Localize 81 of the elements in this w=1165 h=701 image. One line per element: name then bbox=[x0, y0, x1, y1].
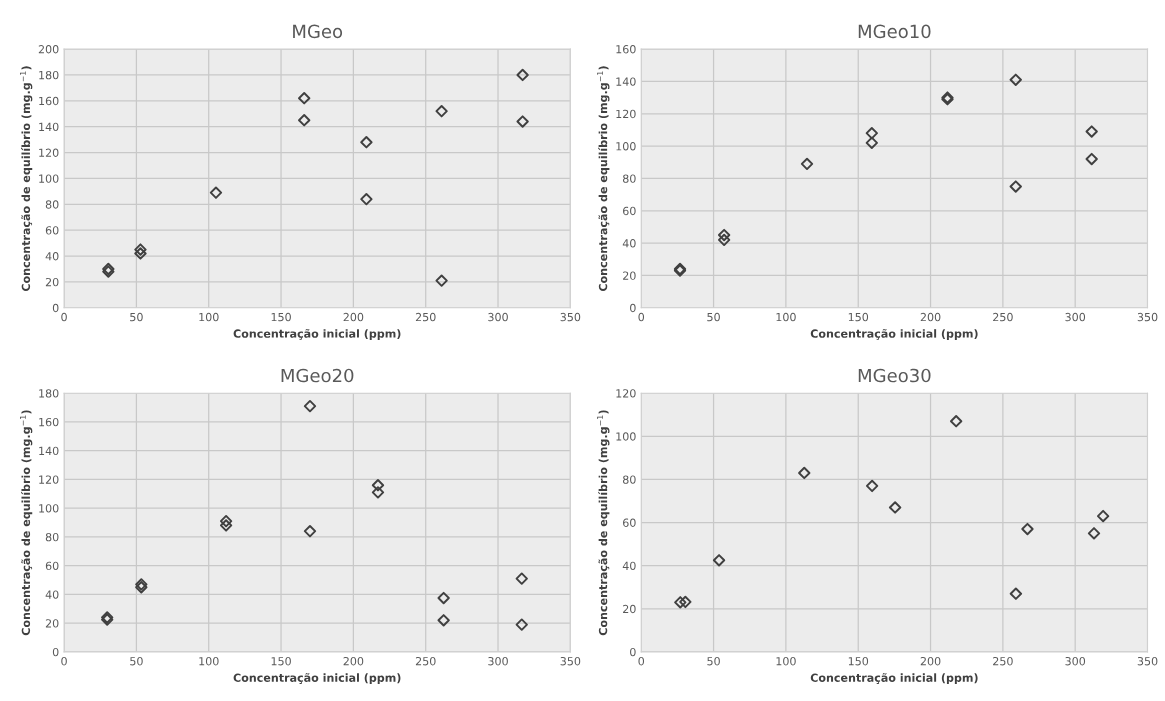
chart-title: MGeo20 bbox=[281, 368, 354, 383]
x-tick-label: 300 bbox=[1065, 656, 1086, 666]
x-tick-label: 300 bbox=[488, 312, 508, 322]
y-tick-label: 0 bbox=[630, 647, 636, 657]
x-tick-label: 150 bbox=[271, 312, 291, 322]
x-tick-label: 300 bbox=[1065, 312, 1086, 322]
x-tick-label: 100 bbox=[199, 312, 219, 322]
x-tick-label: 350 bbox=[1137, 656, 1158, 666]
x-tick-label: 200 bbox=[920, 656, 941, 666]
y-axis-title: Concentração de equilíbrio (mg.g$^{−1}$) bbox=[20, 410, 33, 636]
x-axis-title: Concentração inicial (ppm) bbox=[810, 328, 978, 340]
x-tick-label: 150 bbox=[848, 656, 869, 666]
y-tick-label: 80 bbox=[622, 174, 636, 183]
x-tick-label: 100 bbox=[776, 312, 796, 322]
chart-title: MGeo bbox=[293, 24, 343, 39]
y-tick-label: 20 bbox=[623, 271, 636, 280]
x-tick-label: 50 bbox=[707, 656, 720, 666]
y-tick-label: 40 bbox=[45, 252, 59, 261]
x-tick-label: 50 bbox=[130, 656, 143, 666]
y-axis-title: Concentração de equilíbrio (mg.g$^{−1}$) bbox=[597, 66, 610, 292]
y-tick-label: 120 bbox=[39, 148, 59, 157]
x-axis-title: Concentração inicial (ppm) bbox=[233, 673, 401, 685]
y-tick-label: 120 bbox=[616, 109, 636, 119]
chart-title: MGeo10 bbox=[858, 24, 931, 39]
y-tick-label: 160 bbox=[616, 45, 636, 54]
x-tick-label: 150 bbox=[271, 656, 291, 666]
y-tick-label: 40 bbox=[622, 561, 636, 571]
y-axis-title: Concentração de equilíbrio (mg.g$^{−1}$) bbox=[20, 66, 33, 292]
y-tick-label: 160 bbox=[39, 96, 59, 106]
x-tick-label: 250 bbox=[993, 656, 1013, 666]
x-tick-label: 200 bbox=[920, 312, 941, 322]
y-tick-label: 80 bbox=[622, 475, 636, 484]
x-tick-label: 350 bbox=[1137, 312, 1158, 322]
x-tick-label: 200 bbox=[343, 312, 364, 322]
y-tick-label: 60 bbox=[623, 206, 636, 216]
x-tick-label: 200 bbox=[343, 656, 364, 666]
y-tick-label: 80 bbox=[45, 200, 59, 209]
x-tick-label: 50 bbox=[707, 312, 720, 322]
y-tick-label: 60 bbox=[45, 561, 59, 571]
x-tick-label: 100 bbox=[776, 656, 796, 666]
y-tick-label: 20 bbox=[45, 277, 59, 287]
y-tick-label: 60 bbox=[45, 226, 59, 235]
y-tick-label: 0 bbox=[52, 303, 59, 313]
x-tick-label: 250 bbox=[415, 312, 436, 322]
y-axis-title: Concentração de equilíbrio (mg.g$^{−1}$) bbox=[597, 410, 610, 636]
y-tick-label: 40 bbox=[45, 590, 59, 599]
y-tick-label: 180 bbox=[39, 70, 59, 80]
y-tick-label: 40 bbox=[622, 239, 636, 248]
y-tick-label: 100 bbox=[39, 504, 59, 513]
x-tick-label: 0 bbox=[638, 312, 645, 322]
y-tick-label: 120 bbox=[616, 389, 636, 398]
y-tick-label: 100 bbox=[39, 174, 59, 183]
x-tick-label: 350 bbox=[560, 312, 581, 322]
x-tick-label: 350 bbox=[560, 656, 581, 666]
x-tick-label: 0 bbox=[61, 312, 67, 322]
y-tick-label: 80 bbox=[45, 532, 59, 542]
y-tick-label: 60 bbox=[623, 518, 636, 527]
y-tick-label: 140 bbox=[39, 122, 59, 132]
y-tick-label: 0 bbox=[630, 303, 636, 313]
x-tick-label: 150 bbox=[848, 312, 869, 322]
y-tick-label: 140 bbox=[616, 77, 636, 86]
x-tick-label: 300 bbox=[488, 656, 508, 666]
x-tick-label: 250 bbox=[415, 656, 436, 666]
y-tick-label: 200 bbox=[38, 45, 59, 54]
y-tick-label: 20 bbox=[45, 619, 59, 628]
y-tick-label: 160 bbox=[39, 417, 59, 427]
x-axis-title: Concentração inicial (ppm) bbox=[233, 328, 401, 340]
x-tick-label: 250 bbox=[993, 312, 1013, 322]
x-tick-label: 50 bbox=[130, 312, 143, 322]
y-tick-label: 120 bbox=[39, 475, 59, 484]
y-tick-label: 100 bbox=[616, 432, 636, 441]
chart-title: MGeo30 bbox=[858, 368, 931, 383]
x-tick-label: 0 bbox=[638, 656, 645, 666]
y-tick-label: 180 bbox=[39, 389, 59, 398]
x-axis-title: Concentração inicial (ppm) bbox=[810, 673, 978, 685]
y-tick-label: 0 bbox=[52, 647, 59, 657]
y-tick-label: 140 bbox=[39, 446, 59, 456]
y-tick-label: 20 bbox=[623, 604, 636, 614]
x-tick-label: 0 bbox=[61, 656, 67, 666]
y-tick-label: 100 bbox=[616, 142, 636, 151]
x-tick-label: 100 bbox=[199, 656, 219, 666]
